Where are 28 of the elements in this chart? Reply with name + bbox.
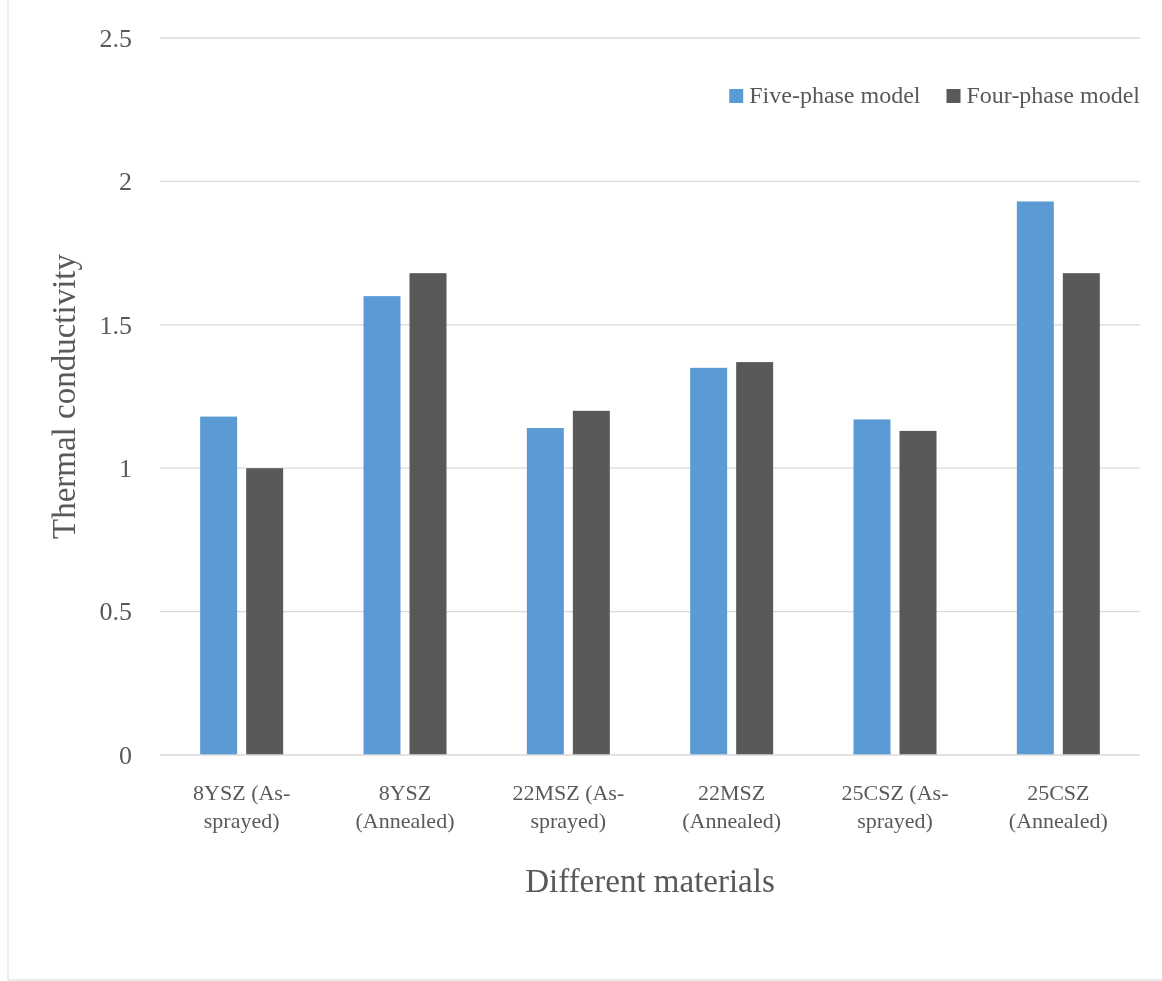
x-tick-label: 22MSZ (Annealed) <box>682 780 782 833</box>
x-axis-title: Different materials <box>525 863 775 899</box>
x-tick-label: 8YSZ (Annealed) <box>355 780 455 833</box>
bar <box>246 468 284 755</box>
bar <box>526 428 564 755</box>
y-tick-label: 2.5 <box>99 23 132 53</box>
bar <box>853 419 891 755</box>
bar <box>1062 273 1100 755</box>
y-tick-label: 0.5 <box>99 597 132 627</box>
bar <box>363 296 401 755</box>
y-tick-label: 1.5 <box>99 310 132 340</box>
bar <box>200 416 238 755</box>
y-axis-title: Thermal conductivity <box>46 253 82 539</box>
bar <box>899 430 937 755</box>
bar <box>409 273 447 755</box>
bar <box>1016 201 1054 755</box>
legend-label: Five-phase model <box>749 82 921 108</box>
x-tick-label: 8YSZ (As-sprayed) <box>193 780 291 833</box>
y-tick-label: 0 <box>119 740 132 770</box>
x-tick-label: 25CSZ (As-sprayed) <box>841 780 949 833</box>
legend-label: Four-phase model <box>966 82 1141 108</box>
x-tick-label: 22MSZ (As-sprayed) <box>512 780 625 833</box>
bar <box>736 362 774 755</box>
bar <box>572 410 610 755</box>
y-tick-label: 2 <box>119 167 132 197</box>
y-tick-label: 1 <box>119 454 132 484</box>
bar <box>690 367 728 755</box>
x-tick-label: 25CSZ (Annealed) <box>1008 780 1108 833</box>
